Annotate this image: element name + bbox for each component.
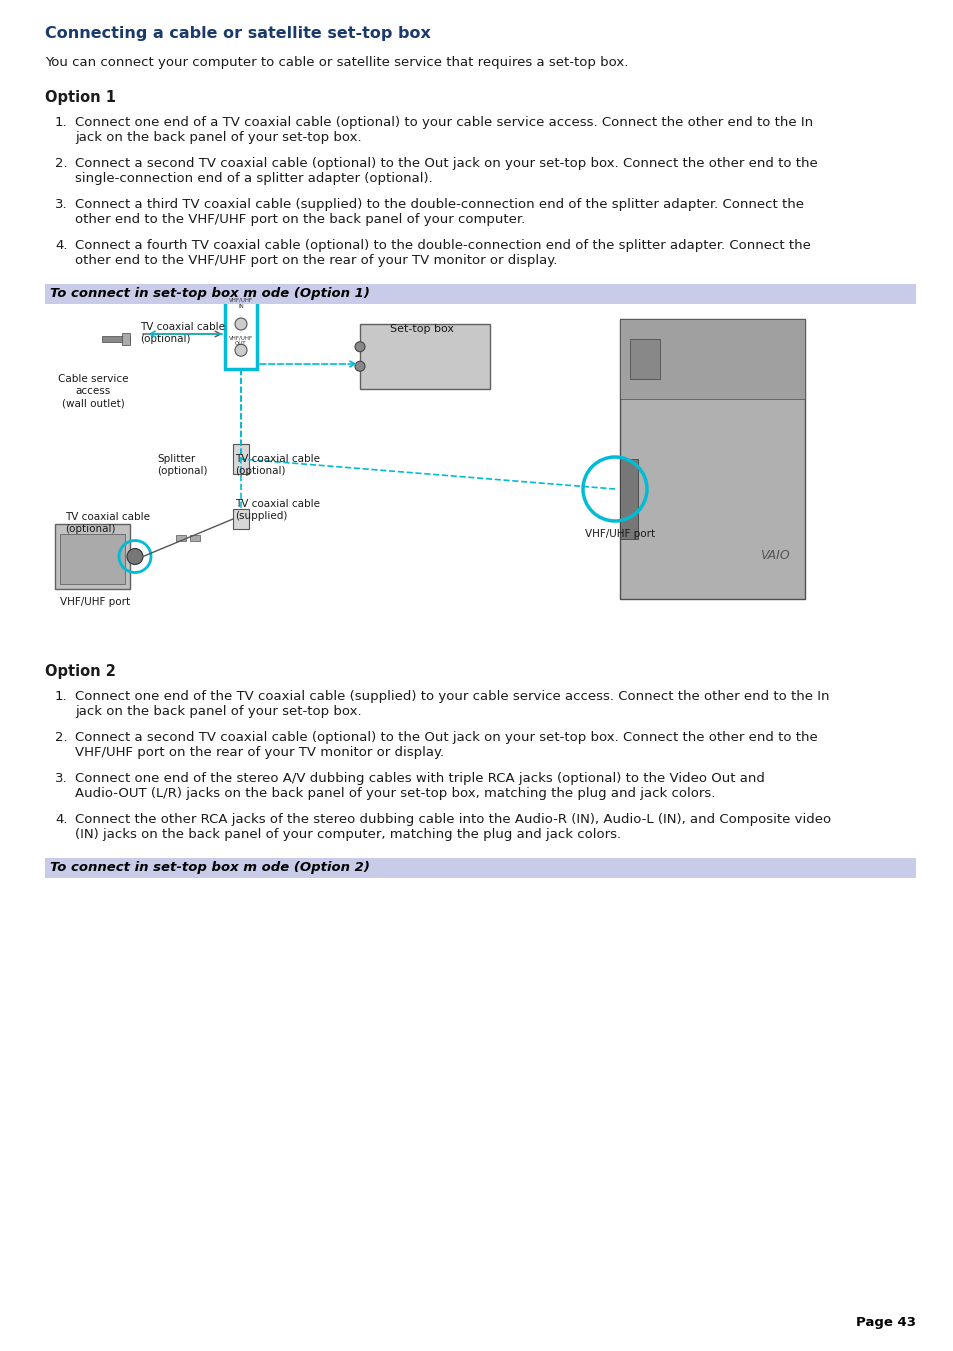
Bar	[233, 509, 249, 530]
Text: TV coaxial cable: TV coaxial cable	[140, 322, 225, 332]
Text: Page 43: Page 43	[855, 1316, 915, 1329]
Text: (optional): (optional)	[65, 524, 115, 534]
Text: Connecting a cable or satellite set-top box: Connecting a cable or satellite set-top …	[45, 26, 431, 41]
Text: Connect a fourth TV coaxial cable (optional) to the double-connection end of the: Connect a fourth TV coaxial cable (optio…	[75, 239, 810, 267]
Circle shape	[355, 361, 365, 372]
Bar	[619, 319, 804, 399]
Text: 4.: 4.	[55, 813, 68, 825]
Text: TV coaxial cable: TV coaxial cable	[65, 512, 150, 521]
Text: Connect a second TV coaxial cable (optional) to the Out jack on your set-top box: Connect a second TV coaxial cable (optio…	[75, 157, 817, 185]
Text: To connect in set-top box m ode (Option 2): To connect in set-top box m ode (Option …	[50, 861, 370, 874]
Bar	[122, 332, 130, 345]
Text: (wall outlet): (wall outlet)	[62, 399, 124, 408]
Text: access: access	[75, 386, 111, 396]
Text: Option 2: Option 2	[45, 663, 115, 680]
Circle shape	[234, 345, 247, 357]
Text: Connect one end of the stereo A/V dubbing cables with triple RCA jacks (optional: Connect one end of the stereo A/V dubbin…	[75, 771, 764, 800]
Text: VHF/UHF
IN: VHF/UHF IN	[229, 299, 253, 309]
Text: VHF/UHF port: VHF/UHF port	[584, 530, 655, 539]
Bar	[619, 319, 804, 598]
Bar	[359, 324, 490, 389]
Text: (optional): (optional)	[140, 334, 191, 345]
Bar	[102, 336, 130, 342]
Text: 2.: 2.	[55, 731, 68, 744]
Text: 2.: 2.	[55, 157, 68, 170]
Bar	[190, 535, 200, 540]
Text: Connect a third TV coaxial cable (supplied) to the double-connection end of the : Connect a third TV coaxial cable (suppli…	[75, 199, 803, 226]
Text: Set-top box: Set-top box	[390, 324, 454, 334]
Text: TV coaxial cable: TV coaxial cable	[234, 454, 319, 463]
Text: VAIO: VAIO	[760, 549, 789, 562]
Text: Option 1: Option 1	[45, 91, 116, 105]
Text: (supplied): (supplied)	[234, 511, 287, 521]
Bar	[629, 339, 659, 380]
Circle shape	[355, 342, 365, 351]
Bar	[233, 444, 249, 474]
Text: Connect the other RCA jacks of the stereo dubbing cable into the Audio-R (IN), A: Connect the other RCA jacks of the stere…	[75, 813, 830, 842]
Text: You can connect your computer to cable or satellite service that requires a set-: You can connect your computer to cable o…	[45, 55, 628, 69]
Text: (optional): (optional)	[234, 466, 285, 476]
Bar	[45, 284, 915, 304]
Text: VHF/UHF
OUT: VHF/UHF OUT	[229, 335, 253, 346]
Text: TV coaxial cable: TV coaxial cable	[234, 499, 319, 509]
Text: Connect one end of a TV coaxial cable (optional) to your cable service access. C: Connect one end of a TV coaxial cable (o…	[75, 116, 812, 145]
Text: To connect in set-top box m ode (Option 1): To connect in set-top box m ode (Option …	[50, 286, 370, 300]
Text: Connect one end of the TV coaxial cable (supplied) to your cable service access.: Connect one end of the TV coaxial cable …	[75, 690, 828, 717]
Text: 1.: 1.	[55, 690, 68, 703]
Bar	[619, 459, 638, 539]
Text: Connect a second TV coaxial cable (optional) to the Out jack on your set-top box: Connect a second TV coaxial cable (optio…	[75, 731, 817, 759]
Text: Cable service: Cable service	[58, 374, 128, 384]
Bar	[45, 304, 915, 634]
Bar	[45, 858, 915, 878]
Text: 3.: 3.	[55, 771, 68, 785]
Text: 4.: 4.	[55, 239, 68, 253]
Circle shape	[127, 549, 143, 565]
Circle shape	[234, 317, 247, 330]
Bar	[55, 524, 130, 589]
Bar	[60, 534, 125, 584]
Text: 3.: 3.	[55, 199, 68, 211]
Text: Splitter: Splitter	[157, 454, 195, 463]
Bar	[225, 295, 256, 369]
Bar	[175, 535, 186, 540]
Text: VHF/UHF port: VHF/UHF port	[60, 597, 130, 607]
Text: 1.: 1.	[55, 116, 68, 128]
Text: (optional): (optional)	[157, 466, 208, 476]
